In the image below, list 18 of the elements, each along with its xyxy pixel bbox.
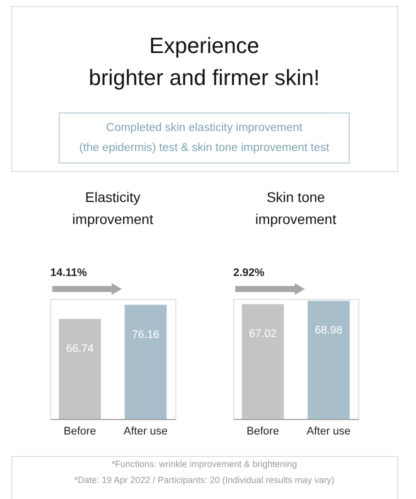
chart-title: Skin tone improvement — [255, 189, 336, 227]
text: 2.92% — [233, 267, 265, 279]
x-tick-label: After use — [306, 426, 351, 438]
chart-title: Elasticity improvement — [72, 189, 154, 227]
text: brighter and firmer skin! — [88, 65, 320, 90]
data-label: 67.02 — [249, 328, 277, 340]
data-label: 68.98 — [314, 324, 342, 337]
text: *Date: 19 Apr 2022 / Participants: 20 (Individual results may vary) — [74, 475, 334, 485]
x-tick-label: Before — [64, 426, 96, 438]
x-tick-label: Before — [246, 426, 280, 438]
data-label: 66.74 — [66, 342, 94, 355]
x-tick-label: After use — [124, 426, 168, 438]
text: *Functions: wrinkle improvement & brightening — [111, 459, 298, 469]
text: Experience — [149, 33, 260, 58]
text: 14.11% — [50, 267, 88, 279]
text: (the epidermis) test & skin tone improvement test — [79, 142, 330, 154]
text: Completed skin elasticity improvement — [106, 122, 304, 134]
data-label: 76.16 — [132, 328, 160, 341]
